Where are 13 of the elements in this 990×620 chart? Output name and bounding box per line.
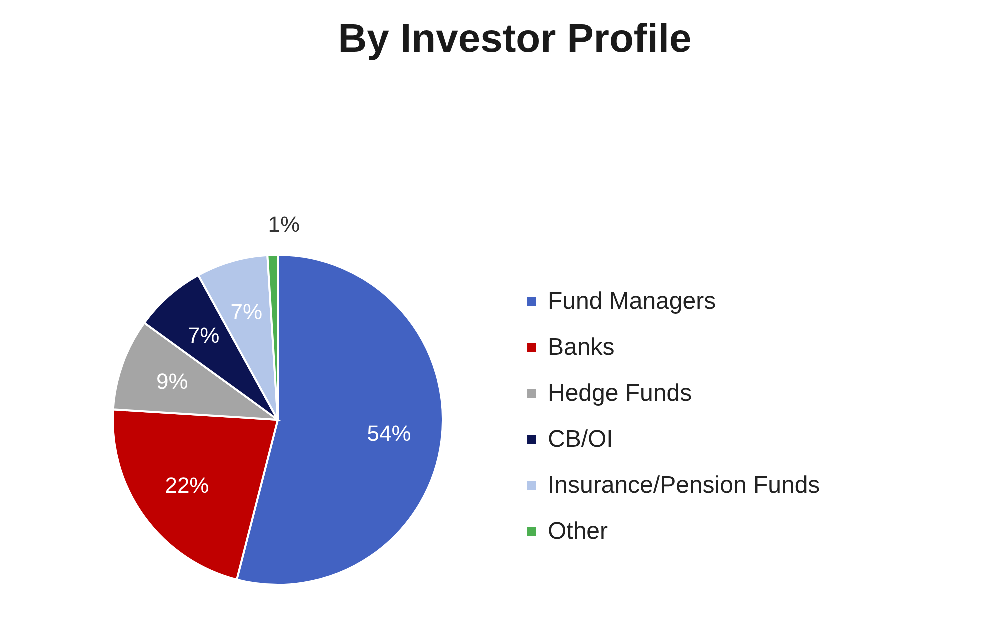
data-label: 9% [156,368,188,394]
data-label: 1% [268,212,300,238]
legend-label: Fund Managers [548,288,716,315]
legend-label: Other [548,518,608,545]
legend-label: Insurance/Pension Funds [548,472,820,499]
data-label: 7% [188,322,220,348]
legend-label: CB/OI [548,426,614,453]
legend-label: Hedge Funds [548,380,692,407]
data-label: 7% [230,299,263,324]
chart-title: By Investor Profile [338,17,692,61]
data-label: 22% [165,472,210,498]
legend-label: Banks [548,334,615,361]
data-label: 54% [367,421,412,446]
